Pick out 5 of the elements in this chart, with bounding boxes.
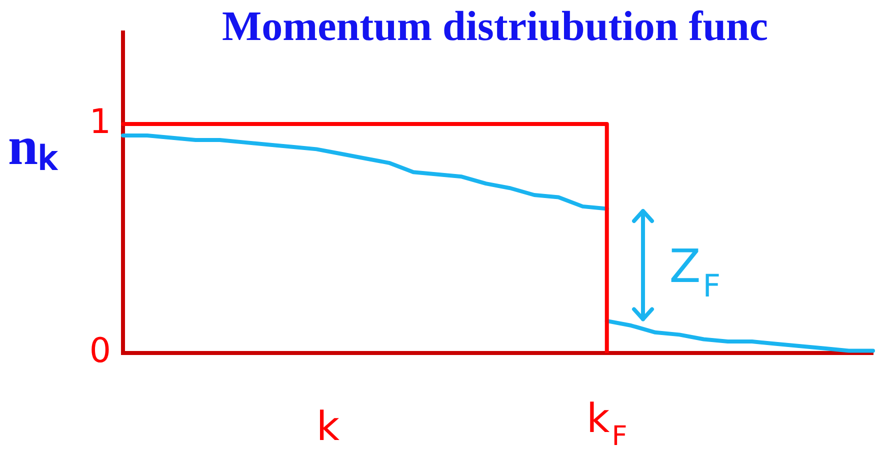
x-axis-title: k	[316, 404, 340, 450]
chart-title: Momentum distriubution func	[222, 4, 768, 50]
y-tick-label: 1	[89, 102, 111, 142]
y-axis-title: nₖ	[8, 116, 60, 176]
y-tick-label: 0	[89, 330, 111, 371]
